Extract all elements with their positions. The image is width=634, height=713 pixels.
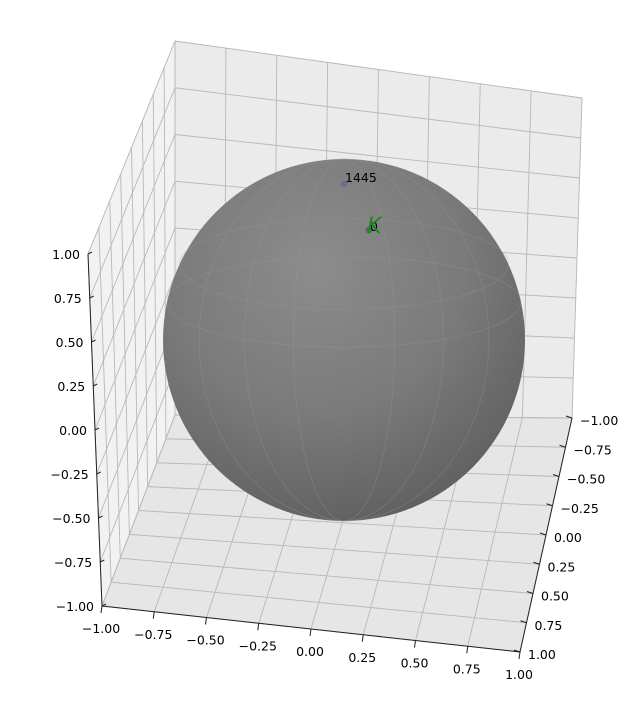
sphere-meridian xyxy=(198,158,490,522)
z-tick-label: 0.00 xyxy=(59,423,87,438)
y-tick xyxy=(565,415,573,419)
x-tick-label: 0.50 xyxy=(401,656,429,671)
x-tick xyxy=(309,628,312,637)
grid-line xyxy=(98,227,112,583)
x-tick xyxy=(100,605,103,614)
x-tick-label: −0.50 xyxy=(186,633,224,648)
grid-line xyxy=(521,90,532,418)
z-tick xyxy=(94,427,100,431)
grid-line xyxy=(120,557,534,594)
x-tick xyxy=(466,646,469,654)
grid-line xyxy=(109,200,121,559)
y-tick-label: −1.00 xyxy=(580,413,618,428)
grid-line xyxy=(96,274,176,475)
y-tick-label: −0.50 xyxy=(567,472,605,487)
grid-line xyxy=(101,414,176,607)
x-tick xyxy=(361,634,364,642)
z-tick xyxy=(91,339,96,343)
sphere-latitude xyxy=(179,218,509,310)
point-label: 1445 xyxy=(345,170,377,185)
sphere-facets xyxy=(166,158,522,522)
z-tick-label: −1.00 xyxy=(56,599,94,614)
z-tick xyxy=(89,295,94,299)
grid-line xyxy=(111,581,527,624)
y-tick xyxy=(559,444,566,448)
grid-line xyxy=(99,368,176,563)
y-tick-label: 0.75 xyxy=(535,618,563,633)
x-tick-label: 0.25 xyxy=(348,650,376,665)
x-tick xyxy=(152,611,155,619)
z-tick-label: −0.50 xyxy=(52,511,90,526)
y-tick xyxy=(533,561,540,565)
y-tick xyxy=(520,620,527,624)
z-tick-label: −0.75 xyxy=(54,555,92,570)
points-layer: 1445 0K xyxy=(340,170,383,239)
z-tick-label: 1.00 xyxy=(52,247,80,262)
y-tick-label: 1.00 xyxy=(528,647,556,662)
z-tick-label: 0.50 xyxy=(56,335,84,350)
y-tick xyxy=(546,503,553,507)
marker-label: K xyxy=(367,214,383,239)
y-tick xyxy=(552,474,560,477)
z-tick xyxy=(93,383,98,387)
grid-line xyxy=(98,321,176,519)
data-point xyxy=(365,226,373,234)
z-tick xyxy=(96,471,101,475)
x-tick xyxy=(257,623,260,631)
grid-line xyxy=(129,533,540,565)
x-tick xyxy=(205,617,207,625)
z-tick xyxy=(98,515,103,519)
x-tick-label: −1.00 xyxy=(82,621,120,636)
z-tick-label: 0.75 xyxy=(54,291,82,306)
z-tick-label: −0.25 xyxy=(50,467,88,482)
tick-marks xyxy=(87,251,573,660)
y-tick-label: −0.75 xyxy=(574,442,612,457)
sphere-body xyxy=(163,159,525,521)
sphere-surface xyxy=(163,158,525,522)
z-tick xyxy=(101,603,107,607)
z-tick xyxy=(87,251,93,255)
y-tick-label: 0.00 xyxy=(554,530,582,545)
grid-line xyxy=(571,97,583,419)
sphere-latitude xyxy=(166,256,522,348)
z-tick-label: 0.25 xyxy=(57,379,85,394)
sphere-meridian xyxy=(292,158,396,522)
y-tick-label: 0.50 xyxy=(541,589,569,604)
grid-line xyxy=(467,417,523,647)
x-tick-label: 1.00 xyxy=(505,667,533,682)
point-label: 0 xyxy=(370,219,378,234)
y-tick-label: 0.25 xyxy=(548,559,576,574)
grid-line xyxy=(138,510,547,536)
y-tick xyxy=(513,649,521,653)
sphere-meridian xyxy=(244,158,444,522)
y-tick-label: −0.25 xyxy=(561,501,599,516)
grid-line xyxy=(120,174,130,535)
x-tick-label: −0.25 xyxy=(239,638,277,653)
data-point xyxy=(340,180,348,188)
x-tick-label: 0.00 xyxy=(296,644,324,659)
y-tick xyxy=(526,591,534,594)
tick-labels: −1.00 −0.75 −0.50 −0.25 0.00 0.25 0.50 0.75 1.00… xyxy=(50,247,618,682)
x-tick xyxy=(518,651,521,660)
x-tick-label: 0.75 xyxy=(453,661,481,676)
x-tick xyxy=(414,640,416,648)
y-tick xyxy=(539,532,547,536)
x-tick-label: −0.75 xyxy=(134,627,172,642)
grid-line xyxy=(94,227,176,431)
z-tick xyxy=(100,559,105,563)
